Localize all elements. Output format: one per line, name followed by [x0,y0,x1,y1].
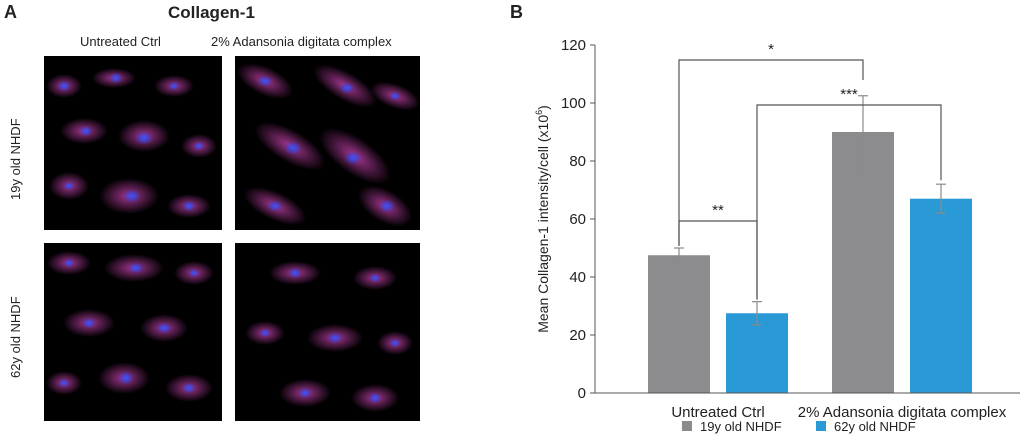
y-tick-label: 60 [569,211,586,228]
micrograph-62y-treated-image [245,261,413,412]
significance-bracket-three-star [756,104,942,300]
legend: 19y old NHDF 62y old NHDF [682,419,916,434]
y-axis-label-sup: 6 [534,110,544,115]
bar [648,255,710,393]
panel-b-letter: B [510,2,523,22]
x-category-label: Untreated Ctrl [671,404,764,421]
significance-bracket-two-star-label: ** [712,202,724,219]
legend-label: 62y old NHDF [834,419,916,434]
y-axis-label-tail: ) [535,105,551,110]
y-tick-label: 120 [561,37,586,54]
bar [726,313,788,393]
y-axis: 0 20 40 60 80 100 120 [561,37,596,402]
y-tick-label: 100 [561,95,586,112]
micrograph-19y-untreated [44,56,222,230]
significance-bracket-star-label: * [768,41,774,58]
figure-title: Collagen-1 [168,3,255,22]
row-label-19y: 19y old NHDF [8,118,23,200]
y-axis-label-main: Mean Collagen-1 intensity/cell (x10 [535,115,551,333]
micrograph-62y-untreated-image [46,251,214,402]
column-label-untreated: Untreated Ctrl [80,34,161,49]
micrograph-19y-untreated-image [46,68,217,218]
significance-brackets: ****** [678,41,942,300]
micrograph-19y-treated [235,56,420,230]
significance-bracket-star [678,59,864,246]
y-tick-label: 40 [569,269,586,286]
legend-swatch [816,421,826,431]
bar [832,132,894,393]
micrograph-62y-untreated [44,243,222,421]
bar [910,198,972,393]
error-bars [674,95,946,326]
x-category-label: 2% Adansonia digitata complex [798,404,1007,421]
micrograph-62y-treated [235,243,420,421]
micrograph-19y-treated-image [237,63,420,227]
legend-swatch [682,421,692,431]
significance-bracket-three-star-label: *** [840,86,858,103]
x-axis: Untreated Ctrl 2% Adansonia digitata comp… [595,392,1020,421]
y-axis-label: Mean Collagen-1 intensity/cell (x106) [534,105,551,333]
legend-label: 19y old NHDF [700,419,782,434]
bars [648,132,972,393]
significance-bracket-two-star [678,220,758,299]
y-tick-label: 20 [569,327,586,344]
row-label-62y: 62y old NHDF [8,296,23,378]
panel-a-letter: A [4,2,17,22]
y-tick-label: 0 [578,385,586,402]
column-label-treated: 2% Adansonia digitata complex [211,34,392,49]
y-tick-label: 80 [569,153,586,170]
